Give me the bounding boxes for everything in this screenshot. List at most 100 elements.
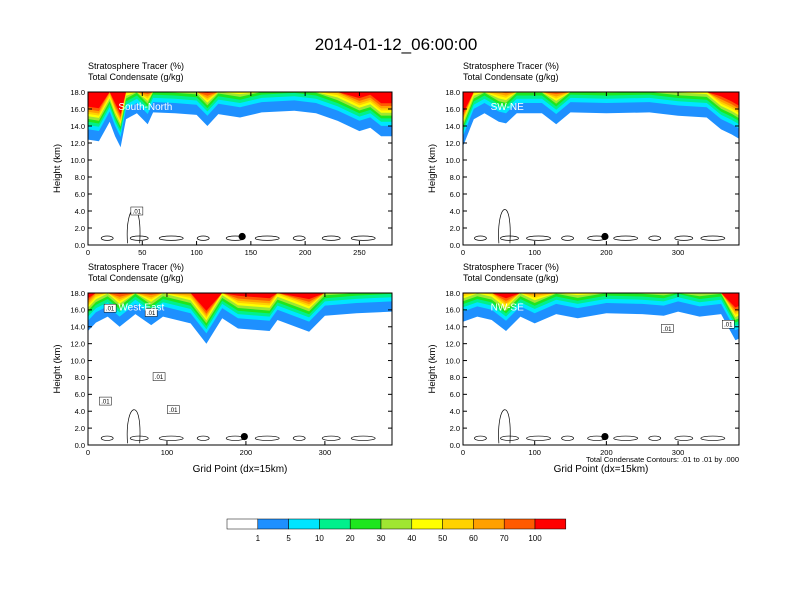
contour-line bbox=[158, 235, 184, 241]
y-tick-label: 10.0 bbox=[445, 156, 460, 165]
y-tick-label: 6.0 bbox=[450, 390, 460, 399]
y-tick-label: 2.0 bbox=[450, 224, 460, 233]
contour-line bbox=[613, 235, 639, 241]
contour-line bbox=[700, 235, 726, 241]
y-tick-label: 4.0 bbox=[75, 407, 85, 416]
y-tick-label: 12.0 bbox=[70, 139, 85, 148]
x-tick-label: 300 bbox=[672, 248, 685, 257]
y-tick-label: 0.0 bbox=[450, 441, 460, 450]
colorbar-label: 30 bbox=[377, 534, 386, 543]
x-tick-label: 0 bbox=[461, 248, 465, 257]
contour-label: .01 bbox=[147, 311, 156, 317]
y-tick-label: 8.0 bbox=[450, 173, 460, 182]
x-tick-label: 0 bbox=[86, 248, 90, 257]
contour-line bbox=[350, 435, 376, 441]
y-axis-label: Height (km) bbox=[52, 344, 63, 393]
tracer-field bbox=[88, 293, 392, 344]
y-tick-label: 14.0 bbox=[70, 122, 85, 131]
contour-line bbox=[254, 435, 280, 441]
x-axis-label: Grid Point (dx=15km) bbox=[193, 464, 288, 475]
y-tick-label: 0.0 bbox=[450, 241, 460, 250]
x-tick-label: 200 bbox=[600, 248, 613, 257]
contour-label-box bbox=[152, 372, 166, 381]
y-tick-label: 16.0 bbox=[70, 306, 85, 315]
panel-title-condensate: Total Condensate (g/kg) bbox=[463, 72, 559, 82]
y-axis-label: Height (km) bbox=[427, 144, 438, 193]
colorbar-swatch bbox=[411, 518, 443, 530]
tracer-band-level-10 bbox=[88, 92, 392, 115]
contour-line bbox=[100, 235, 114, 241]
contour-label: .01 bbox=[663, 327, 672, 333]
contour-line bbox=[321, 435, 341, 441]
colorbar-label: 5 bbox=[286, 534, 291, 543]
condensate-contours bbox=[474, 409, 726, 444]
y-tick-label: 10.0 bbox=[70, 156, 85, 165]
tracer-field bbox=[463, 92, 739, 147]
colorbar-swatch bbox=[257, 518, 289, 530]
colorbar-swatch bbox=[442, 518, 474, 530]
colorbar-label: 10 bbox=[315, 534, 324, 543]
y-tick-label: 8.0 bbox=[450, 373, 460, 382]
y-tick-label: 18.0 bbox=[445, 289, 460, 298]
contour-label: .01 bbox=[169, 408, 178, 414]
colorbar-swatch bbox=[534, 518, 567, 530]
contour-label-box bbox=[721, 319, 735, 329]
colorbar-label: 60 bbox=[469, 534, 478, 543]
condensate-contours bbox=[474, 209, 726, 244]
panel-south-north: Stratosphere Tracer (%)Total Condensate … bbox=[52, 61, 393, 257]
colorbar-swatch bbox=[319, 518, 351, 530]
tracer-band-level-1 bbox=[463, 92, 739, 147]
y-tick-label: 8.0 bbox=[75, 173, 85, 182]
x-tick-label: 100 bbox=[528, 448, 541, 457]
panel-title-condensate: Total Condensate (g/kg) bbox=[88, 72, 184, 82]
contour-label: .01 bbox=[106, 307, 115, 313]
contour-label: .01 bbox=[155, 375, 164, 381]
colorbar-label: 1 bbox=[256, 534, 261, 543]
colorbar-label: 20 bbox=[346, 534, 355, 543]
y-tick-label: 6.0 bbox=[75, 390, 85, 399]
y-tick-label: 4.0 bbox=[75, 207, 85, 216]
contour-line bbox=[674, 235, 694, 241]
contour-label-box bbox=[661, 324, 674, 333]
contour-line bbox=[648, 235, 662, 241]
panel-title-condensate: Total Condensate (g/kg) bbox=[88, 273, 184, 283]
panel-title-tracer: Stratosphere Tracer (%) bbox=[463, 61, 559, 71]
colorbar-label: 70 bbox=[500, 534, 509, 543]
contour-label: .01 bbox=[724, 323, 733, 329]
y-tick-label: 18.0 bbox=[70, 289, 85, 298]
y-tick-label: 14.0 bbox=[70, 323, 85, 332]
y-tick-label: 8.0 bbox=[75, 373, 85, 382]
colorbar-label: 50 bbox=[438, 534, 447, 543]
x-tick-label: 200 bbox=[240, 448, 253, 457]
contour-line bbox=[158, 435, 184, 441]
contour-label-box bbox=[103, 303, 117, 313]
x-tick-label: 300 bbox=[319, 448, 332, 457]
y-tick-label: 12.0 bbox=[70, 339, 85, 348]
x-tick-label: 0 bbox=[86, 448, 90, 457]
y-tick-label: 6.0 bbox=[75, 190, 85, 199]
cross-section-label: SW-NE bbox=[491, 102, 524, 113]
y-tick-label: 6.0 bbox=[450, 190, 460, 199]
contour-line bbox=[196, 435, 210, 441]
panel-sw-ne: Stratosphere Tracer (%)Total Condensate … bbox=[427, 61, 740, 257]
x-tick-label: 100 bbox=[190, 248, 203, 257]
tracer-band-level-8 bbox=[88, 293, 392, 316]
contour-line bbox=[526, 435, 551, 441]
contour-line bbox=[292, 235, 306, 241]
colorbar-swatch bbox=[226, 518, 259, 530]
contour-line bbox=[126, 409, 141, 444]
contour-line bbox=[498, 209, 511, 244]
contour-line bbox=[561, 235, 574, 241]
contour-line bbox=[196, 235, 210, 241]
colorbar-label: 100 bbox=[528, 534, 542, 543]
y-tick-label: 10.0 bbox=[70, 356, 85, 365]
tracer-band-level-1 bbox=[88, 92, 392, 148]
panel-title-tracer: Stratosphere Tracer (%) bbox=[463, 262, 559, 272]
contour-line bbox=[700, 435, 726, 441]
y-tick-label: 16.0 bbox=[445, 105, 460, 114]
contour-line bbox=[648, 435, 662, 441]
cross-section-label: South-North bbox=[118, 102, 172, 113]
plot-frame bbox=[87, 91, 393, 246]
contour-line bbox=[474, 235, 487, 241]
tracer-band-level-5 bbox=[463, 293, 739, 320]
